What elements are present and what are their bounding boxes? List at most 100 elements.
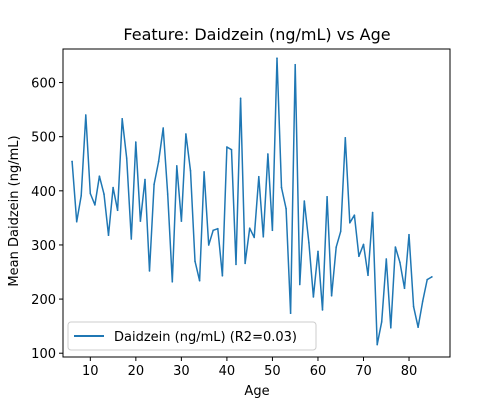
data-point <box>112 186 114 189</box>
data-point <box>426 278 429 281</box>
data-point <box>85 114 87 116</box>
data-point <box>135 141 137 143</box>
x-tick-label: 20 <box>128 364 145 379</box>
data-point <box>157 160 160 163</box>
x-tick-label: 70 <box>355 364 372 379</box>
data-point <box>344 137 347 139</box>
data-point <box>312 296 315 298</box>
y-tick-label: 300 <box>31 239 56 254</box>
data-point <box>421 300 424 303</box>
data-point <box>367 274 369 277</box>
data-point <box>330 295 333 297</box>
data-point <box>362 243 365 246</box>
chart-title: Feature: Daidzein (ng/mL) vs Age <box>123 25 390 44</box>
data-point <box>417 326 419 329</box>
data-point <box>71 160 73 163</box>
y-tick-label: 500 <box>31 131 56 146</box>
data-point <box>226 146 228 148</box>
data-point <box>267 153 269 155</box>
data-point <box>412 305 415 308</box>
legend-label: Daidzein (ng/mL) (R2=0.03) <box>114 330 297 345</box>
data-point <box>107 234 110 236</box>
data-point <box>371 211 374 214</box>
data-point <box>380 321 383 323</box>
data-point <box>130 238 133 240</box>
data-point <box>217 227 219 230</box>
data-point <box>162 127 164 129</box>
data-point <box>176 165 178 167</box>
data-point <box>244 262 246 265</box>
data-point <box>235 263 237 266</box>
data-point <box>349 222 351 224</box>
x-tick-label: 30 <box>173 364 190 379</box>
data-point <box>280 186 283 189</box>
data-point <box>335 246 338 248</box>
data-point <box>185 133 187 135</box>
legend-box <box>67 321 317 351</box>
data-point <box>207 244 210 246</box>
data-point <box>166 193 169 195</box>
data-point <box>230 148 233 151</box>
data-point <box>239 97 242 100</box>
data-point <box>121 118 123 120</box>
y-tick-label: 600 <box>31 77 56 92</box>
data-point <box>431 276 433 278</box>
data-point <box>189 170 192 172</box>
x-tick-label: 40 <box>219 364 236 379</box>
data-point <box>317 250 319 253</box>
data-point <box>303 200 306 202</box>
data-point <box>294 63 297 66</box>
data-point <box>271 229 274 232</box>
data-point <box>94 204 96 206</box>
data-point <box>353 214 356 216</box>
data-point <box>390 327 392 329</box>
data-point <box>262 236 265 238</box>
data-point <box>258 175 260 178</box>
plot-area <box>62 48 451 358</box>
plot-frame <box>62 48 451 358</box>
y-axis: 100 200 300 400 500 600 <box>31 77 63 362</box>
x-tick-label: 80 <box>401 364 418 379</box>
data-point <box>212 229 214 232</box>
data-point <box>326 196 328 198</box>
legend: Daidzein (ng/mL) (R2=0.03) <box>67 321 317 351</box>
data-point <box>385 258 388 260</box>
data-point <box>403 287 406 290</box>
data-point <box>408 233 410 236</box>
data-point <box>358 255 360 258</box>
data-point <box>89 192 92 195</box>
data-point <box>253 236 255 239</box>
data-point <box>276 57 278 59</box>
data-point <box>299 283 301 286</box>
data-point <box>116 209 119 212</box>
data-point <box>285 207 287 210</box>
data-point <box>321 309 324 311</box>
data-point <box>198 279 201 282</box>
data-point <box>394 246 397 248</box>
y-tick-label: 100 <box>31 347 56 362</box>
x-axis-title: Age <box>244 384 269 399</box>
y-axis-title: Mean Daidzein (ng/mL) <box>7 135 22 286</box>
data-point <box>180 220 183 222</box>
x-tick-label: 50 <box>264 364 281 379</box>
data-point <box>75 220 78 223</box>
data-point <box>139 220 142 222</box>
data-point <box>399 261 401 264</box>
series-line-0 <box>71 57 433 346</box>
data-point <box>221 275 224 277</box>
y-tick-label: 400 <box>31 185 56 200</box>
data-point <box>194 260 196 263</box>
data-point <box>376 343 379 346</box>
data-point <box>80 194 82 197</box>
data-point <box>144 178 146 181</box>
data-point <box>248 227 251 229</box>
data-point <box>98 175 101 177</box>
x-axis: 10 20 30 40 50 60 70 80 <box>82 357 417 379</box>
data-point <box>203 171 205 173</box>
data-point <box>339 230 342 233</box>
data-point <box>308 242 310 244</box>
data-point <box>125 157 128 160</box>
data-point <box>148 270 151 272</box>
data-point <box>103 193 105 195</box>
